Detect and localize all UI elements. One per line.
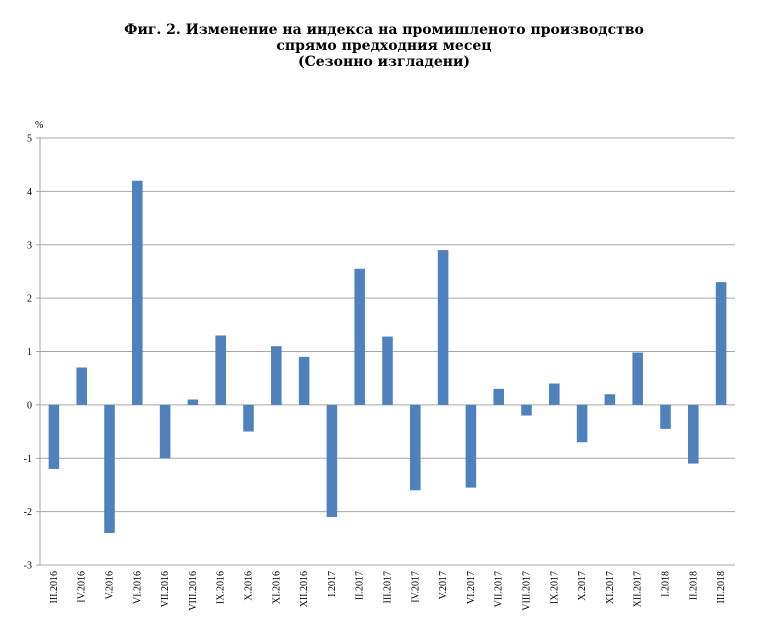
bar	[549, 383, 560, 405]
bar	[521, 404, 532, 416]
y-tick-label: 5	[27, 134, 32, 145]
y-tick-label: 1	[27, 347, 32, 358]
bar	[382, 336, 393, 405]
x-tick-label: VIII.2017	[522, 571, 533, 611]
y-tick-label: 0	[27, 400, 32, 411]
x-tick-label: IV.2016	[77, 571, 88, 603]
x-tick-label: I.2017	[327, 571, 338, 597]
x-tick-label: II.2018	[688, 571, 699, 600]
bar	[437, 250, 449, 405]
x-tick-label: VI.2016	[132, 571, 143, 604]
bar	[271, 346, 282, 405]
x-tick-label: X.2016	[244, 571, 255, 601]
x-tick-label: IX.2016	[216, 571, 227, 604]
x-tick-label: VII.2017	[494, 571, 505, 607]
y-tick-label: -3	[24, 561, 32, 572]
y-tick-label: 3	[27, 240, 32, 251]
bar	[715, 282, 727, 405]
bar	[187, 399, 199, 405]
chart-title-line: спрямо предходния месец	[276, 38, 492, 54]
bar	[576, 404, 588, 443]
y-axis-label: %	[35, 120, 43, 131]
x-tick-label: II.2017	[355, 571, 366, 600]
x-tick-label: VIII.2016	[188, 571, 199, 611]
bar	[660, 404, 671, 429]
x-tick-label: V.2017	[438, 571, 449, 599]
bar	[688, 404, 699, 464]
x-tick-label: IX.2017	[549, 571, 560, 604]
y-tick-labels: 5 4 3 2 1 0 -1 -2 -3	[24, 134, 32, 572]
bar	[632, 352, 643, 405]
bar	[410, 404, 421, 491]
y-tick-label: 2	[27, 294, 32, 305]
bar	[465, 404, 477, 488]
x-tick-label: V.2016	[105, 571, 116, 599]
bar	[132, 180, 143, 405]
x-tick-label: III.2017	[383, 571, 394, 604]
x-tick-label: XII.2016	[299, 571, 310, 607]
y-tick-label: 4	[27, 187, 32, 198]
x-tick-label: IV.2017	[410, 571, 421, 603]
bar	[298, 356, 310, 405]
bar	[493, 388, 504, 405]
x-tick-label: I.2018	[661, 571, 672, 597]
bar	[215, 335, 226, 405]
bar	[326, 404, 338, 517]
x-tick-label: VI.2017	[466, 571, 477, 604]
x-tick-label: III.2016	[49, 571, 60, 604]
bar	[159, 404, 171, 459]
bar	[76, 367, 87, 405]
x-tick-label: XII.2017	[633, 571, 644, 607]
chart-title: Фиг. 2. Изменение на индекса на промишле…	[0, 22, 768, 70]
bars	[48, 180, 727, 533]
bar	[48, 404, 60, 469]
x-tick-label: X.2017	[577, 571, 588, 601]
y-tick-label: -1	[24, 454, 32, 465]
x-tick-label: XI.2016	[271, 571, 282, 604]
y-tick-label: -2	[24, 507, 32, 518]
x-tick-label: III.2018	[716, 571, 727, 604]
chart-title-line: Фиг. 2. Изменение на индекса на промишле…	[124, 22, 644, 38]
bar	[604, 394, 616, 405]
bar	[354, 268, 365, 405]
x-tick-label: VII.2016	[160, 571, 171, 607]
bar	[104, 404, 115, 533]
chart-title-line: (Сезонно изгладени)	[298, 54, 470, 70]
x-tick-label: XI.2017	[605, 571, 616, 604]
x-tick-labels: III.2016 IV.2016 V.2016 VI.2016 VII.2016 VIII…	[49, 571, 727, 611]
bar	[243, 404, 254, 432]
